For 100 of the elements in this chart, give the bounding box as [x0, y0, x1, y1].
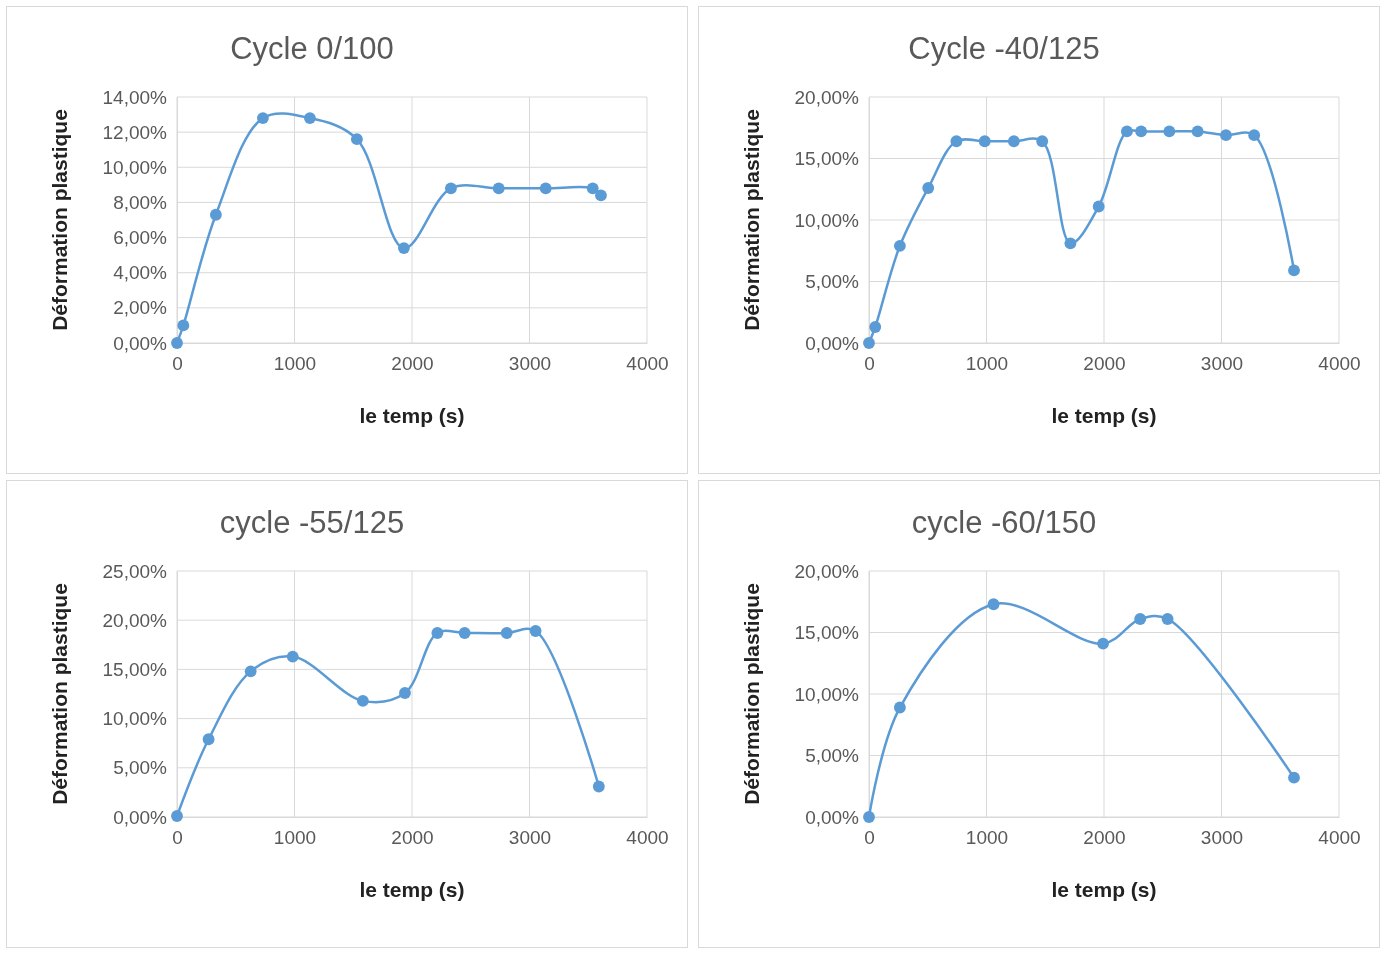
y-tick-label: 0,00% [113, 806, 168, 828]
point [202, 733, 215, 746]
y-tick-label: 5,00% [113, 757, 168, 779]
point [303, 112, 316, 124]
point [1163, 125, 1176, 138]
x-tick-label: 4000 [626, 827, 669, 849]
x-tick-label: 2000 [1083, 827, 1126, 849]
x-tick-label: 1000 [273, 827, 317, 849]
y-tick-label: 15,00% [102, 658, 168, 680]
point [444, 182, 457, 195]
chart-title: cycle -55/125 [219, 505, 405, 540]
y-tick-label: 10,00% [102, 708, 168, 730]
point [1220, 129, 1232, 142]
point [1007, 135, 1020, 148]
point [431, 627, 444, 639]
point [1134, 613, 1147, 625]
y-tick-label: 20,00% [794, 86, 860, 108]
y-tick-label: 14,00% [102, 86, 168, 108]
point [171, 337, 183, 349]
point [950, 135, 963, 148]
chart-title: Cycle -40/125 [908, 31, 1100, 66]
point [592, 780, 605, 793]
x-tick-label: 0 [864, 353, 875, 375]
point [286, 650, 299, 663]
x-tick-label: 3000 [508, 827, 552, 849]
x-tick-label: 3000 [1200, 827, 1244, 849]
point [893, 701, 906, 714]
y-tick-label: 15,00% [794, 148, 860, 170]
x-axis-title: le temp (s) [359, 878, 465, 901]
point [1288, 771, 1300, 784]
x-tick-label: 1000 [273, 353, 317, 375]
y-tick-label: 5,00% [805, 271, 860, 293]
x-tick-label: 4000 [1318, 827, 1361, 849]
point [1064, 237, 1077, 250]
y-axis-title: Déformation plastique [740, 109, 763, 331]
x-tick-label: 3000 [508, 353, 552, 375]
point [209, 208, 222, 221]
y-tick-label: 0,00% [805, 806, 860, 828]
y-tick-label: 0,00% [113, 332, 168, 354]
y-tick-label: 10,00% [102, 156, 168, 178]
point [539, 182, 552, 195]
y-axis-title: Déformation plastique [48, 109, 71, 331]
point [987, 598, 1000, 611]
point [529, 625, 542, 637]
point [595, 189, 607, 202]
x-tick-label: 1000 [965, 827, 1009, 849]
x-tick-label: 2000 [391, 827, 434, 849]
point [1191, 125, 1204, 138]
y-tick-label: 10,00% [794, 209, 860, 231]
point [1121, 125, 1133, 138]
point [869, 321, 882, 333]
point [863, 811, 875, 823]
y-tick-label: 25,00% [102, 560, 168, 582]
y-tick-label: 0,00% [805, 332, 860, 354]
point [1036, 135, 1049, 148]
x-tick-label: 0 [864, 827, 875, 849]
point [1092, 200, 1105, 213]
chart-title: cycle -60/150 [911, 505, 1097, 540]
point [171, 810, 183, 822]
y-tick-label: 5,00% [805, 745, 860, 767]
point [1135, 125, 1148, 138]
point [586, 182, 599, 195]
x-tick-label: 0 [172, 827, 183, 849]
y-tick-label: 20,00% [794, 560, 860, 582]
x-tick-label: 4000 [1318, 353, 1361, 375]
point [399, 687, 411, 699]
y-tick-label: 12,00% [102, 121, 168, 143]
point [500, 627, 513, 639]
y-tick-label: 6,00% [113, 227, 168, 249]
x-axis-title: le temp (s) [359, 404, 465, 427]
point [1248, 129, 1261, 142]
point [356, 694, 369, 707]
point [1288, 264, 1300, 277]
y-axis-title: Déformation plastique [48, 583, 71, 805]
y-axis-title: Déformation plastique [740, 583, 763, 805]
point [458, 627, 471, 639]
point [978, 135, 991, 148]
x-tick-label: 2000 [1083, 353, 1126, 375]
x-tick-label: 2000 [391, 353, 434, 375]
x-tick-label: 0 [172, 353, 183, 375]
y-tick-label: 8,00% [113, 192, 168, 214]
point [397, 242, 410, 255]
y-tick-label: 15,00% [794, 622, 860, 644]
point [893, 239, 906, 252]
point [863, 337, 875, 349]
y-tick-label: 20,00% [102, 609, 168, 631]
point [1097, 637, 1109, 650]
point [492, 182, 505, 195]
point [177, 319, 190, 332]
y-tick-label: 4,00% [113, 262, 168, 284]
y-tick-label: 10,00% [794, 683, 860, 705]
y-tick-label: 2,00% [113, 297, 168, 319]
point [1161, 613, 1174, 625]
x-axis-title: le temp (s) [1051, 878, 1157, 901]
point [922, 182, 935, 194]
x-tick-label: 1000 [965, 353, 1009, 375]
x-axis-title: le temp (s) [1051, 404, 1157, 427]
x-tick-label: 3000 [1200, 353, 1244, 375]
x-tick-label: 4000 [626, 353, 669, 375]
chart-title: Cycle 0/100 [230, 31, 394, 66]
